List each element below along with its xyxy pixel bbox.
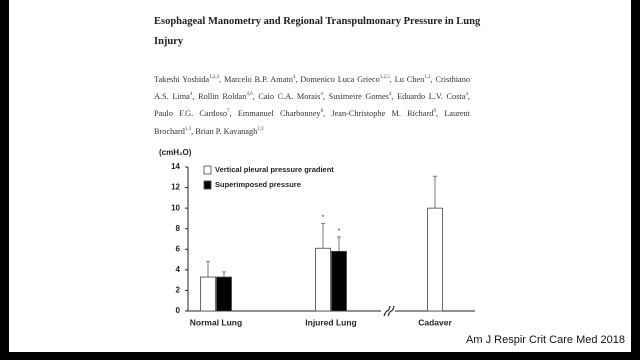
legend-swatch xyxy=(203,180,212,190)
significance-marker: * xyxy=(322,214,325,221)
bar xyxy=(427,207,443,312)
y-tick-label: 8 xyxy=(176,224,181,233)
legend-label: Vertical pleural pressure gradient xyxy=(215,165,334,174)
separator: , xyxy=(219,74,222,84)
separator: , xyxy=(389,74,392,84)
author: Caio C.A. Morais4, xyxy=(258,92,325,101)
bar xyxy=(216,276,232,312)
separator: , xyxy=(191,126,194,136)
legend-label: Superimposed pressure xyxy=(215,180,301,189)
author-name: Susimeire Gomes xyxy=(328,92,389,102)
author-name: Brian P. Kavanagh xyxy=(195,126,258,136)
author-affiliation: 4,6 xyxy=(246,92,253,98)
author: Eduardo L.V. Costa4, xyxy=(397,92,470,101)
separator: , xyxy=(295,74,298,84)
author-name: Domenico Luca Grieco xyxy=(300,74,380,84)
author-name: Lu Chen xyxy=(394,74,425,84)
author-affiliation: 4 xyxy=(320,92,323,98)
author: Lu Chen1,2, xyxy=(395,75,433,84)
author-name: Caio C.A. Morais xyxy=(258,92,321,102)
author-name: Takeshi Yoshida xyxy=(154,74,210,84)
y-tick-label: 10 xyxy=(171,203,180,212)
bar xyxy=(200,276,216,312)
author-name: Emmanuel Charbonney xyxy=(237,109,321,119)
author-name: Eduardo L.V. Costa xyxy=(397,92,466,102)
bar xyxy=(331,250,347,312)
author: Susimeire Gomes4, xyxy=(329,92,394,101)
y-tick-label: 14 xyxy=(171,162,180,171)
legend-swatch xyxy=(203,165,212,175)
separator: , xyxy=(323,109,326,119)
author-name: Marcelo B.P. Amato xyxy=(224,74,293,84)
significance-marker: * xyxy=(338,228,341,235)
author-affiliation: 8 xyxy=(320,109,324,115)
author: Takeshi Yoshida1,2,3, xyxy=(154,75,221,84)
author: Paulo F.G. Cardoso7, xyxy=(154,109,232,118)
author-name: Rollin Roldan xyxy=(198,92,247,102)
axis-break xyxy=(381,305,395,317)
author-affiliation: 2,3 xyxy=(257,126,264,132)
author-list: Takeshi Yoshida1,2,3, Marcelo B.P. Amato… xyxy=(154,70,470,139)
separator: , xyxy=(192,92,195,102)
author: Brian P. Kavanagh2,3 xyxy=(195,127,263,136)
x-tick-label: Normal Lung xyxy=(190,317,242,327)
y-tick-label: 2 xyxy=(176,286,181,295)
author: Rollin Roldan4,6, xyxy=(198,92,255,101)
author-name: Laurent Brochard xyxy=(154,109,471,136)
author-affiliation: 4 xyxy=(189,92,193,98)
y-tick-label: 4 xyxy=(176,265,181,274)
y-tick-label: 0 xyxy=(176,306,181,315)
author-affiliation: 4 xyxy=(388,92,392,98)
author-name: Cristhiano A.S. Lima xyxy=(154,74,471,102)
author: Marcelo B.P. Amato4, xyxy=(224,75,297,84)
author-affiliation: 1,2,3 xyxy=(209,75,220,80)
x-tick-label: Injured Lung xyxy=(305,317,356,327)
separator: , xyxy=(322,92,325,102)
y-axis-label: (cmH₂O) xyxy=(159,148,192,157)
author-name: Paulo F.G. Cardoso xyxy=(154,109,228,119)
separator: , xyxy=(435,109,438,119)
author-affiliation: 9 xyxy=(433,109,436,115)
separator: , xyxy=(391,92,394,102)
separator: , xyxy=(430,74,433,84)
bar xyxy=(315,247,331,312)
author: Emmanuel Charbonney8, xyxy=(238,109,325,118)
author-affiliation: 1,2 xyxy=(424,75,431,80)
x-tick-label: Cadaver xyxy=(418,317,452,327)
author: Domenico Luca Grieco1,2,5, xyxy=(300,75,392,84)
separator: , xyxy=(252,92,255,102)
author-affiliation: 4 xyxy=(292,75,296,80)
separator: , xyxy=(467,92,470,102)
author-affiliation: 4 xyxy=(465,92,468,98)
separator: , xyxy=(229,109,232,119)
author: Jean-Christophe M. Richard9, xyxy=(331,109,438,118)
paper-title: Esophageal Manometry and Regional Transp… xyxy=(154,16,481,47)
citation: Am J Respir Crit Care Med 2018 xyxy=(466,334,625,346)
author-affiliation: 1,3 xyxy=(184,126,192,132)
author-affiliation: 7 xyxy=(227,109,230,115)
author-name: Jean-Christophe M. Richard xyxy=(331,109,434,119)
y-tick-label: 12 xyxy=(171,183,180,192)
author-affiliation: 1,2,5 xyxy=(379,75,390,80)
y-tick-label: 6 xyxy=(176,244,181,253)
